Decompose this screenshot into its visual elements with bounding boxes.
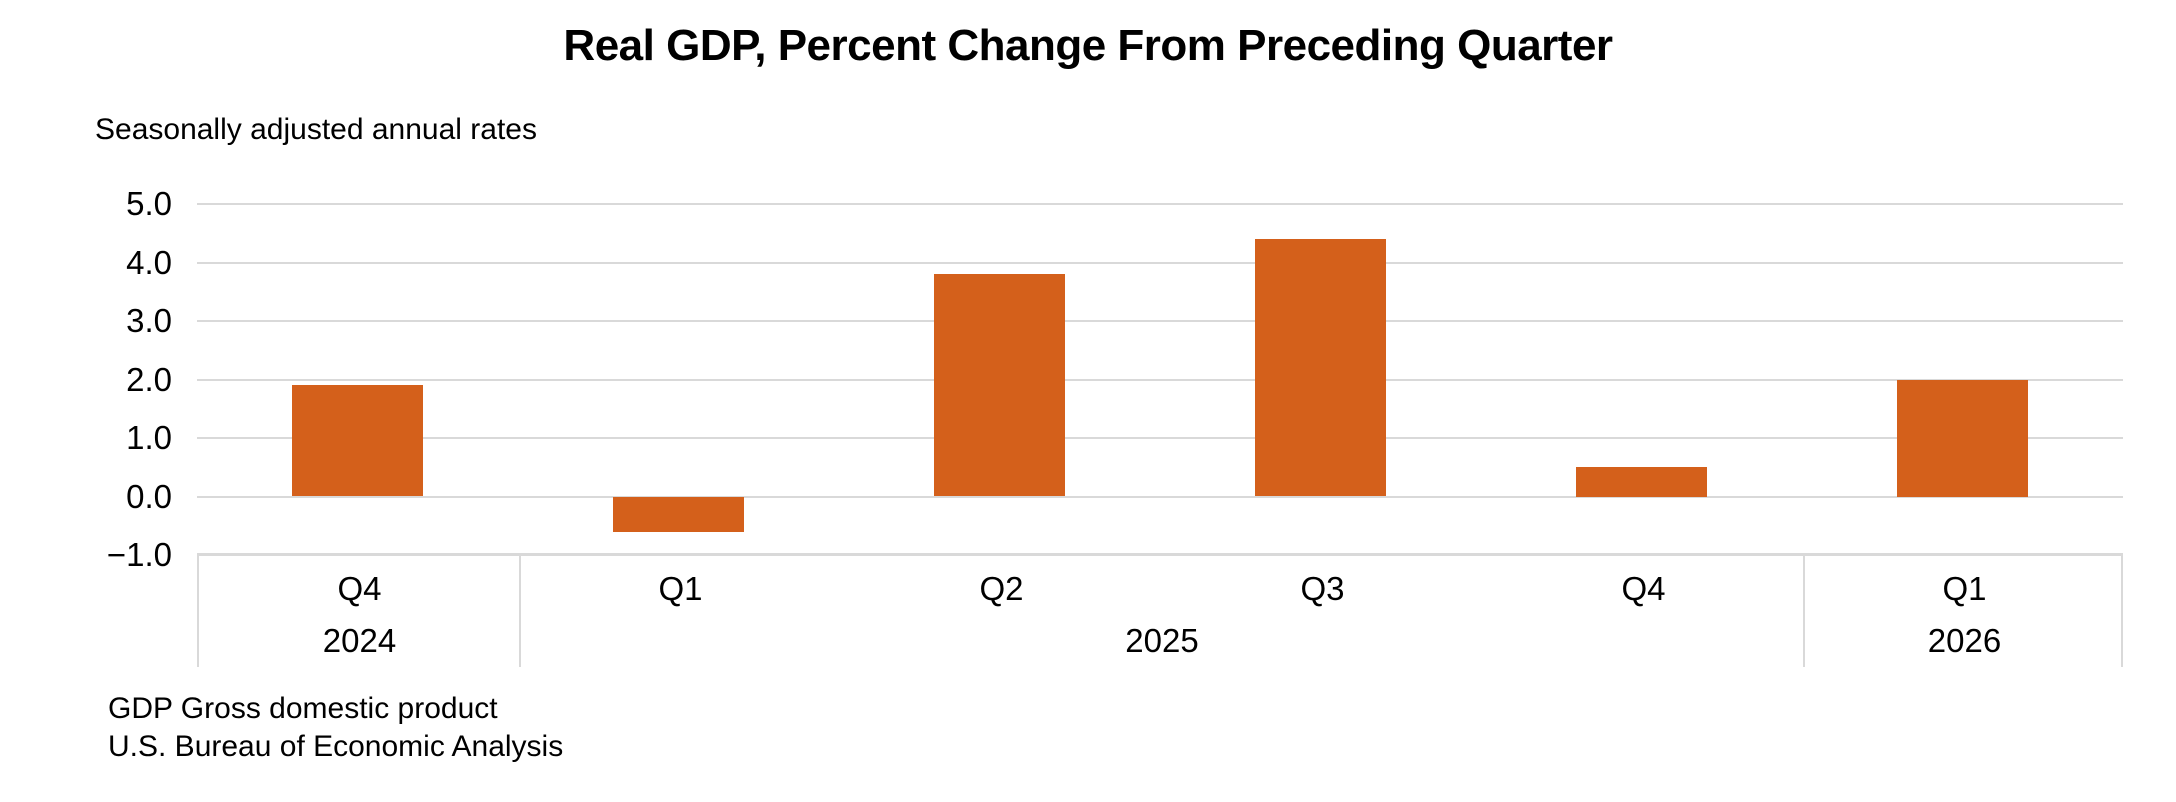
year-group-divider (519, 555, 521, 667)
x-quarter-label: Q4 (337, 570, 382, 607)
y-tick-label: 2.0 (126, 360, 172, 398)
bar-q4-4 (1576, 467, 1707, 497)
x-quarter-label: Q1 (1942, 570, 1987, 607)
bar-q1-5 (1897, 379, 2028, 497)
x-year-label: 2026 (1927, 622, 2002, 659)
gridline (197, 320, 2123, 322)
gridline (197, 203, 2123, 205)
y-tick-label: 3.0 (126, 302, 172, 339)
bar-q4-0 (292, 385, 423, 497)
x-quarter-label: Q3 (1300, 570, 1345, 607)
y-tick-label: −1.0 (106, 536, 172, 573)
gridline (197, 261, 2123, 264)
chart-title: Real GDP, Percent Change From Preceding … (563, 21, 1613, 70)
x-quarter-label: Q2 (979, 570, 1024, 607)
x-year-label: 2024 (322, 622, 397, 659)
y-tick-label: 0.0 (126, 477, 172, 515)
y-tick-label: 5.0 (126, 185, 172, 222)
bar-q3-3 (1255, 239, 1386, 497)
year-group-divider (1803, 555, 1805, 667)
bar-q1-1 (613, 496, 744, 532)
y-axis: 5.0 4.0 3.0 2.0 1.0 0.0 −1.0 (0, 0, 172, 802)
x-year-label: 2025 (1125, 622, 1199, 659)
y-tick-label: 1.0 (126, 419, 172, 456)
gridline (197, 554, 2123, 556)
gridline (197, 495, 2123, 498)
x-axis: Q4 Q1 Q2 Q3 Q4 Q1 2024 2025 2026 (197, 553, 2123, 667)
chart-subtitle: Seasonally adjusted annual rates (95, 113, 537, 146)
x-quarter-label: Q1 (658, 570, 703, 607)
plot-area (197, 203, 2123, 556)
gridline (197, 437, 2123, 439)
gridline (197, 378, 2123, 381)
x-quarter-label: Q4 (1621, 570, 1666, 607)
bar-q2-2 (934, 274, 1065, 497)
y-tick-label: 4.0 (126, 243, 172, 281)
footnote-gdp-definition: GDP Gross domestic product (108, 692, 498, 725)
footnote-source: U.S. Bureau of Economic Analysis (108, 730, 564, 763)
footnotes: GDP Gross domestic product U.S. Bureau o… (108, 690, 563, 766)
